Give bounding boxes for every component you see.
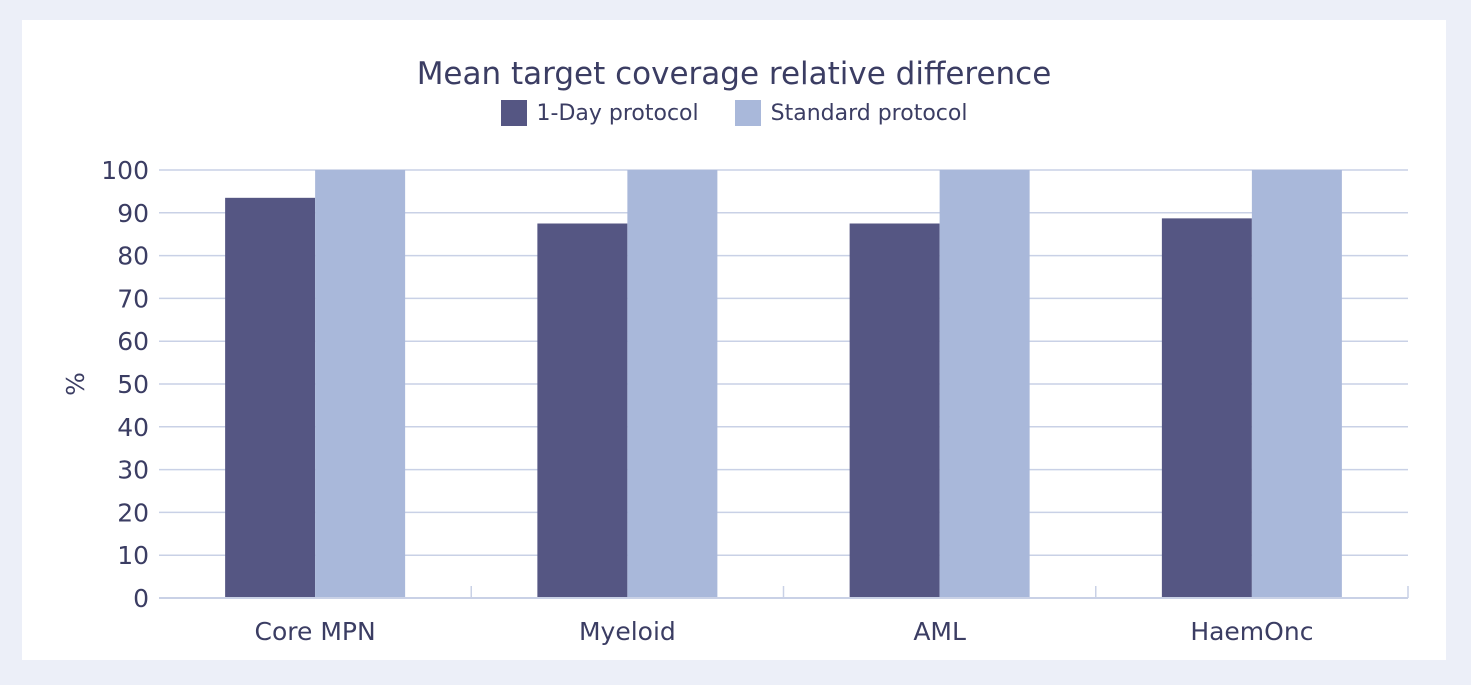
x-category-label: HaemOnc <box>1190 617 1313 646</box>
bar-series-1 <box>537 223 628 598</box>
y-tick-label: 90 <box>117 199 149 228</box>
y-tick-label: 100 <box>101 156 149 185</box>
y-tick-label: 30 <box>117 456 149 485</box>
y-tick-label: 80 <box>117 242 149 271</box>
bar-chart-plot: 0 10 20 30 40 50 60 70 80 90 100 Core MPN Myeloid AML… <box>61 156 1409 646</box>
y-tick-label: 20 <box>117 498 149 527</box>
y-tick-label: 50 <box>117 370 149 399</box>
chart-card: Mean target coverage relative difference… <box>22 20 1446 660</box>
bar-series-2 <box>1251 170 1342 598</box>
y-tick-label: 0 <box>133 584 149 613</box>
x-category-label: Myeloid <box>579 617 676 646</box>
x-category-label: Core MPN <box>255 617 376 646</box>
y-axis-label: % <box>61 372 90 396</box>
bar-series-1 <box>225 197 316 598</box>
y-tick-label: 10 <box>117 541 149 570</box>
y-tick-label: 70 <box>117 284 149 313</box>
bar-series-1 <box>1161 218 1252 598</box>
bar-series-2 <box>939 170 1030 598</box>
y-tick-label: 60 <box>117 327 149 356</box>
x-category-label: AML <box>913 617 966 646</box>
bar-series-2 <box>627 170 718 598</box>
y-tick-label: 40 <box>117 413 149 442</box>
legend-swatch-series-2 <box>734 100 761 126</box>
bar-series-2 <box>315 170 406 598</box>
legend-swatch-series-1 <box>500 100 527 126</box>
legend-label-series-2: Standard protocol <box>770 100 968 126</box>
legend-item-series-2: Standard protocol <box>734 100 968 126</box>
chart-title: Mean target coverage relative difference <box>416 56 1052 92</box>
legend-item-series-1: 1-Day protocol <box>500 100 699 126</box>
chart-legend: 1-Day protocol Standard protocol <box>22 100 1446 126</box>
bar-series-1 <box>849 223 940 598</box>
legend-label-series-1: 1-Day protocol <box>536 100 699 126</box>
